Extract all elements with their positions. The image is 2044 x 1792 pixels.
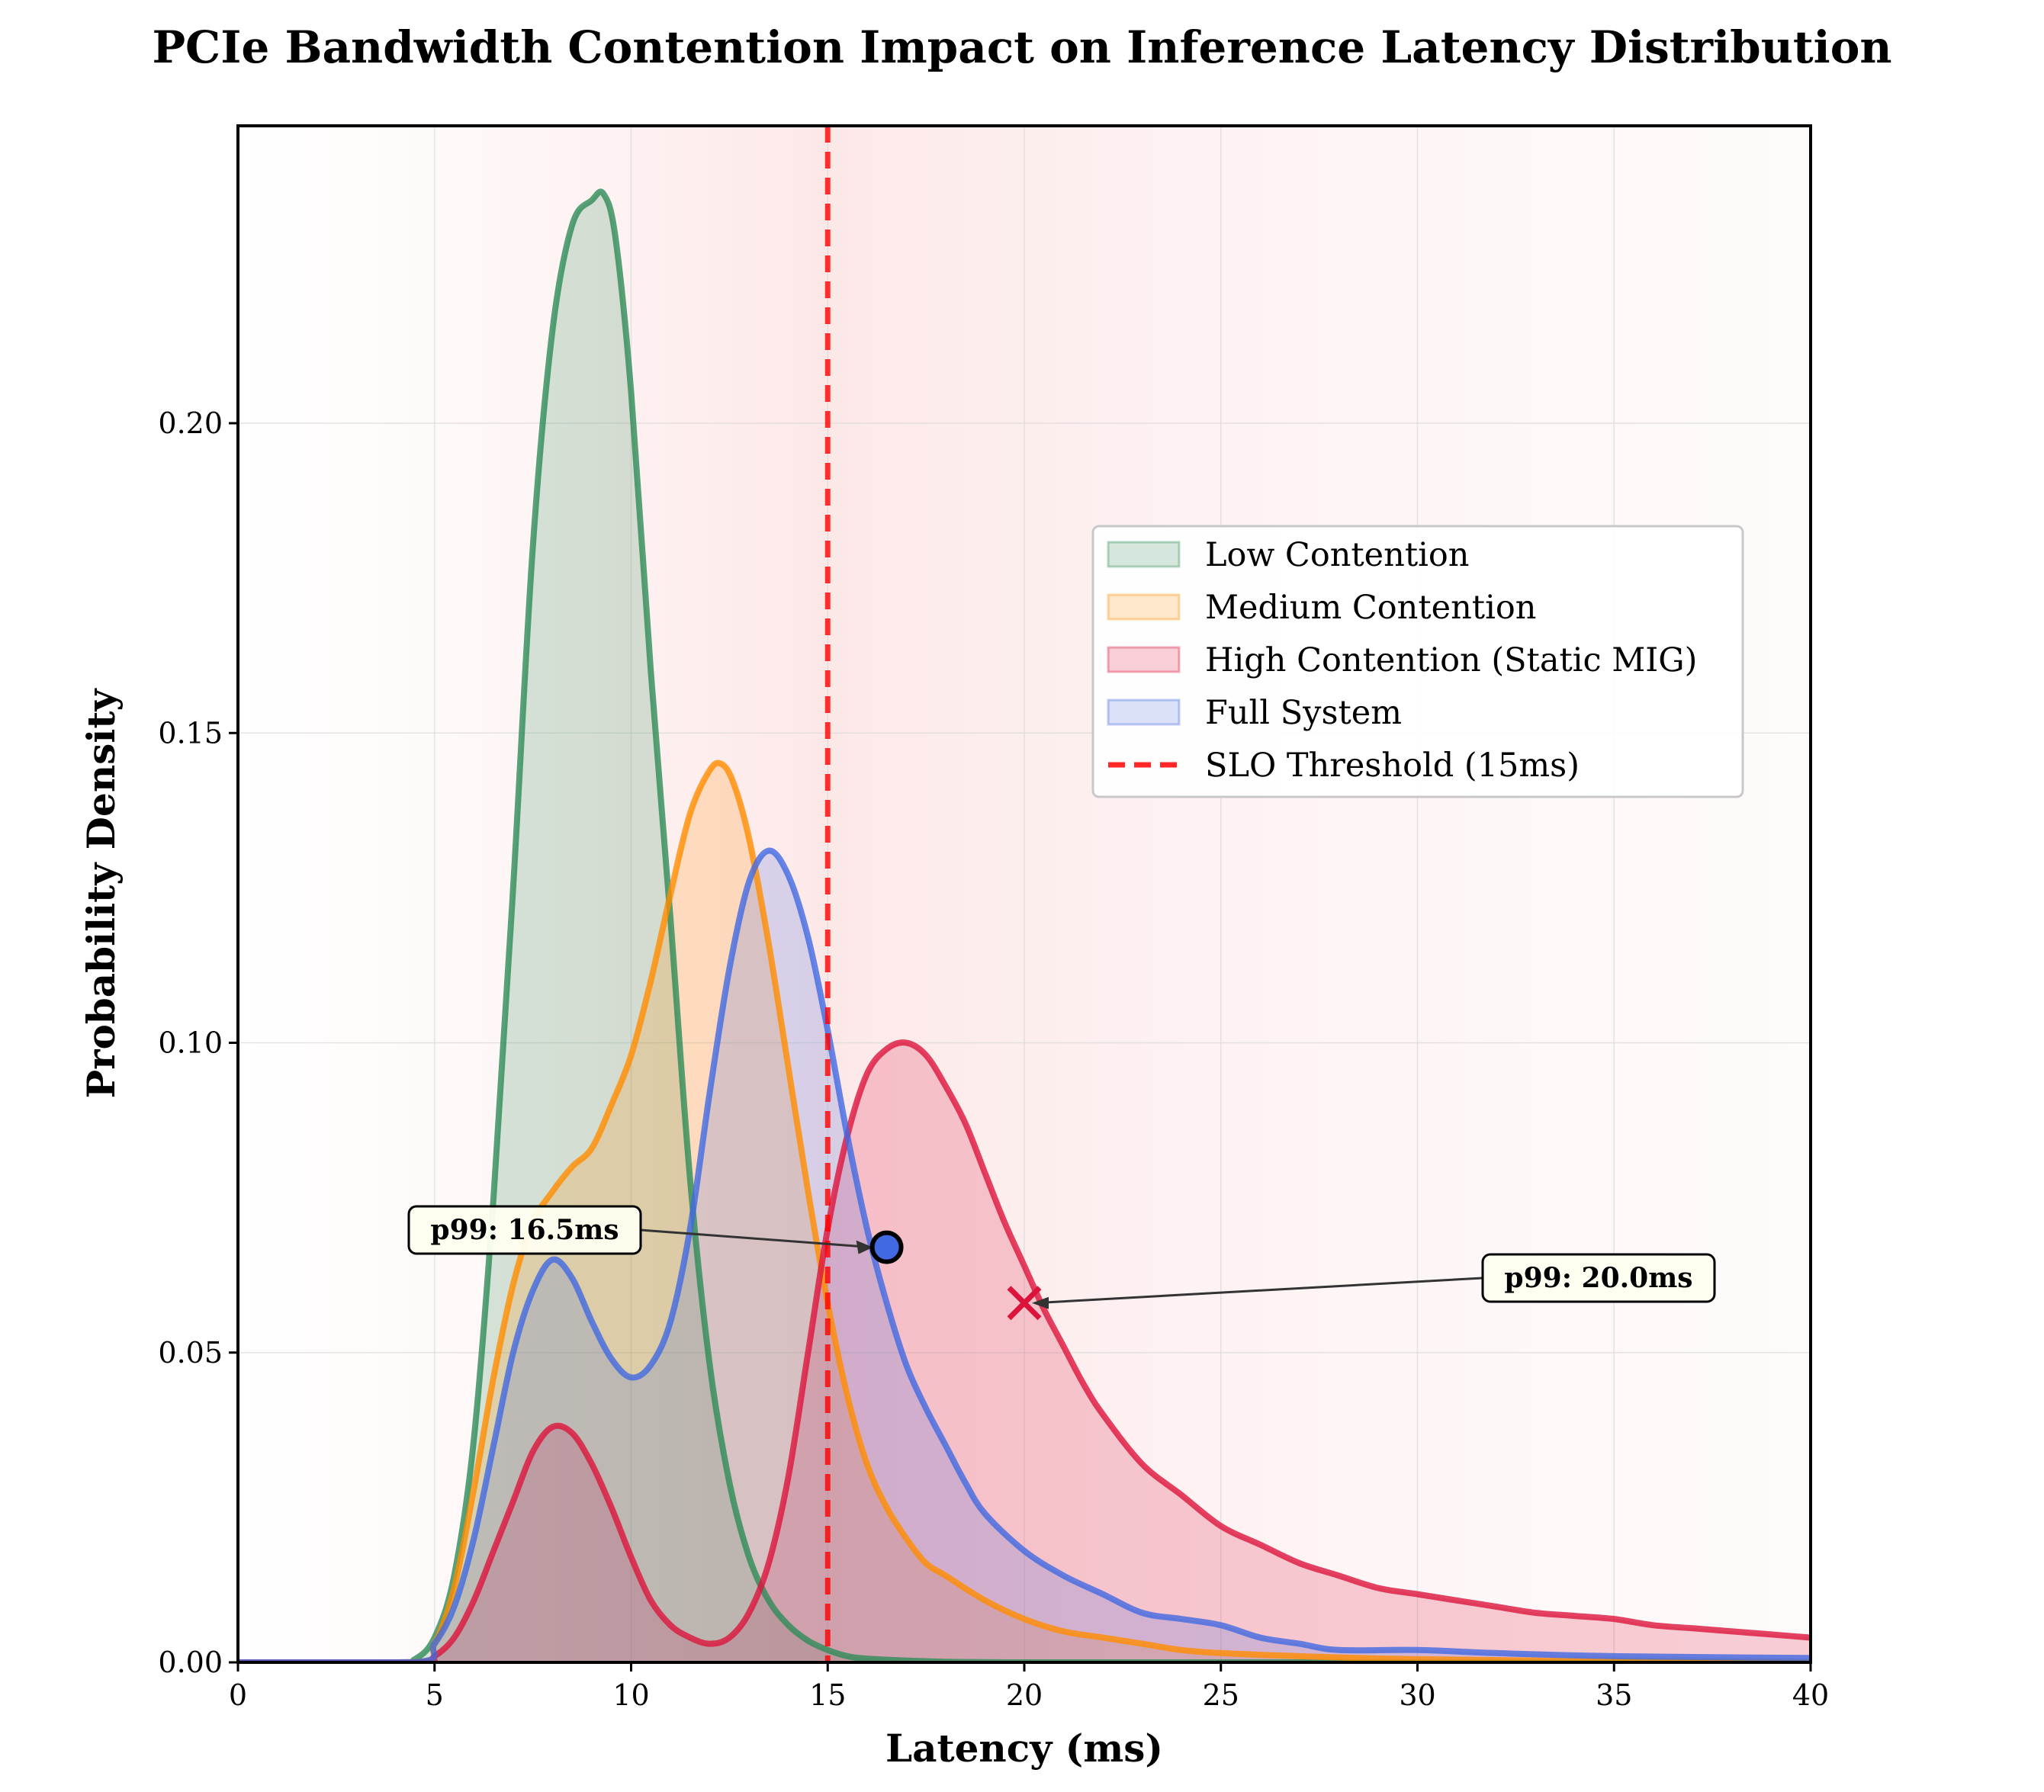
annotation-box-full-system — [407, 1205, 642, 1255]
x-tick-label-4: 20 — [1006, 1678, 1043, 1712]
legend-label-medium-contention: Medium Contention — [1205, 589, 1536, 627]
annotation-box-high-contention — [1481, 1253, 1716, 1303]
annotation-arrowhead-full-system — [856, 1240, 873, 1254]
x-tick-label-6: 30 — [1399, 1678, 1435, 1712]
legend-label-full-system: Full System — [1205, 694, 1402, 732]
legend: Low Contention Medium Contention High Cont… — [1091, 525, 1744, 798]
annotation-x-stroke-2 — [1007, 1286, 1042, 1321]
fill-full-system — [238, 850, 1811, 1662]
y-tick-label-3: 0.15 — [158, 716, 223, 750]
annotation-marker-full-system — [869, 1230, 904, 1264]
y-tick-label-2: 0.10 — [158, 1026, 223, 1060]
x-tick-label-3: 15 — [809, 1678, 846, 1712]
y-tick-label-1: 0.05 — [158, 1336, 223, 1370]
y-tick-label-0: 0.00 — [158, 1646, 223, 1679]
legend-label-slo-threshold-15ms: SLO Threshold (15ms) — [1205, 747, 1580, 785]
annotation-marker-high-contention — [1007, 1286, 1042, 1321]
legend-label-low-contention: Low Contention — [1205, 536, 1469, 574]
legend-box — [1091, 525, 1744, 798]
fill-high-contention-static-mig — [238, 1042, 1811, 1662]
annotation-arrow-high-contention — [1034, 1277, 1483, 1305]
annotation-label-high-contention: p99: 20.0ms — [1504, 1262, 1692, 1294]
legend-swatch-medium-contention — [1107, 593, 1181, 621]
x-tick-label-8: 40 — [1792, 1678, 1829, 1712]
legend-swatch-high-contention-static-mig — [1107, 646, 1181, 673]
x-axis-ticks: 0 5 10 15 20 25 30 35 40 — [229, 1662, 1829, 1712]
legend-label-high-contention-static-mig: High Contention (Static MIG) — [1205, 641, 1697, 679]
series-fills — [238, 191, 1811, 1662]
x-tick-label-1: 5 — [426, 1678, 444, 1712]
fill-medium-contention — [238, 763, 1811, 1662]
y-axis-ticks: 0.00 0.05 0.10 0.15 0.20 — [158, 406, 238, 1679]
x-tick-label-7: 35 — [1596, 1678, 1632, 1712]
y-axis-label: Probability Density — [79, 688, 124, 1099]
line-medium-contention — [238, 760, 1811, 1662]
y-tick-label-4: 0.20 — [158, 406, 223, 440]
fill-low-contention — [238, 191, 1811, 1662]
x-tick-label-2: 10 — [612, 1678, 649, 1712]
x-tick-label-5: 25 — [1203, 1678, 1239, 1712]
legend-swatch-full-system — [1107, 698, 1181, 726]
legend-swatch-low-contention — [1107, 541, 1181, 568]
annotation-arrowhead-high-contention — [1032, 1296, 1049, 1309]
x-tick-label-0: 0 — [229, 1678, 247, 1712]
line-high-contention-static-mig — [238, 1039, 1811, 1662]
x-axis-label: Latency (ms) — [885, 1726, 1163, 1771]
line-full-system — [238, 847, 1811, 1662]
chart-title: PCIe Bandwidth Contention Impact on Infe… — [152, 21, 1891, 73]
annotation-label-full-system: p99: 16.5ms — [430, 1214, 619, 1246]
annotations: p99: 16.5ms p99: 20.0ms — [407, 1205, 1716, 1321]
annotation-arrow-full-system — [640, 1228, 872, 1249]
